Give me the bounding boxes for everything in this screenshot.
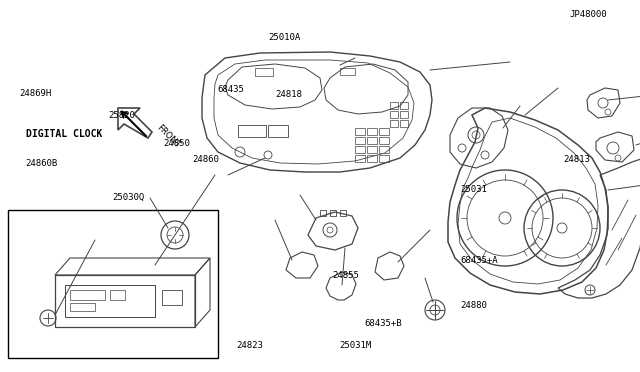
Bar xyxy=(268,125,288,137)
Bar xyxy=(70,303,95,311)
Text: 24855: 24855 xyxy=(333,271,360,280)
Bar xyxy=(355,155,365,162)
Bar xyxy=(355,146,365,153)
Bar xyxy=(8,210,218,358)
Bar xyxy=(400,120,408,127)
Bar xyxy=(320,210,326,216)
Text: 24818: 24818 xyxy=(275,90,302,99)
Text: DIGITAL CLOCK: DIGITAL CLOCK xyxy=(26,129,102,139)
Bar xyxy=(379,137,389,144)
Bar xyxy=(238,125,266,137)
Bar xyxy=(70,290,105,300)
Bar xyxy=(390,102,398,109)
Text: 24880: 24880 xyxy=(461,301,488,310)
Bar xyxy=(367,137,377,144)
Bar xyxy=(65,285,155,317)
Text: 24860: 24860 xyxy=(192,155,219,164)
Bar xyxy=(367,146,377,153)
Bar xyxy=(400,102,408,109)
Text: 24813: 24813 xyxy=(563,155,590,164)
Text: 68435: 68435 xyxy=(218,85,244,94)
Bar xyxy=(340,210,346,216)
Bar xyxy=(379,128,389,135)
Bar xyxy=(330,210,336,216)
Text: 24850: 24850 xyxy=(163,139,190,148)
Text: 68435+A: 68435+A xyxy=(461,256,499,265)
Text: 24860B: 24860B xyxy=(26,159,58,168)
Bar xyxy=(110,290,125,300)
Text: FRONT: FRONT xyxy=(155,123,182,150)
Bar xyxy=(400,111,408,118)
Text: 25031: 25031 xyxy=(461,185,488,194)
Bar xyxy=(55,275,195,327)
Text: 68435+B: 68435+B xyxy=(365,319,403,328)
Bar xyxy=(390,111,398,118)
Text: JP48000: JP48000 xyxy=(570,10,607,19)
Bar xyxy=(255,68,273,76)
Text: 25030Q: 25030Q xyxy=(112,193,144,202)
Bar xyxy=(379,146,389,153)
Bar xyxy=(355,128,365,135)
Text: 25010A: 25010A xyxy=(269,33,301,42)
Bar xyxy=(355,137,365,144)
Text: 24823: 24823 xyxy=(236,341,263,350)
Bar xyxy=(340,68,355,75)
Bar xyxy=(367,155,377,162)
Bar xyxy=(367,128,377,135)
Bar xyxy=(390,120,398,127)
Text: 24869H: 24869H xyxy=(19,89,51,97)
Bar xyxy=(379,155,389,162)
Text: 25820: 25820 xyxy=(109,111,136,120)
Text: 25031M: 25031M xyxy=(339,341,371,350)
Bar xyxy=(162,290,182,305)
